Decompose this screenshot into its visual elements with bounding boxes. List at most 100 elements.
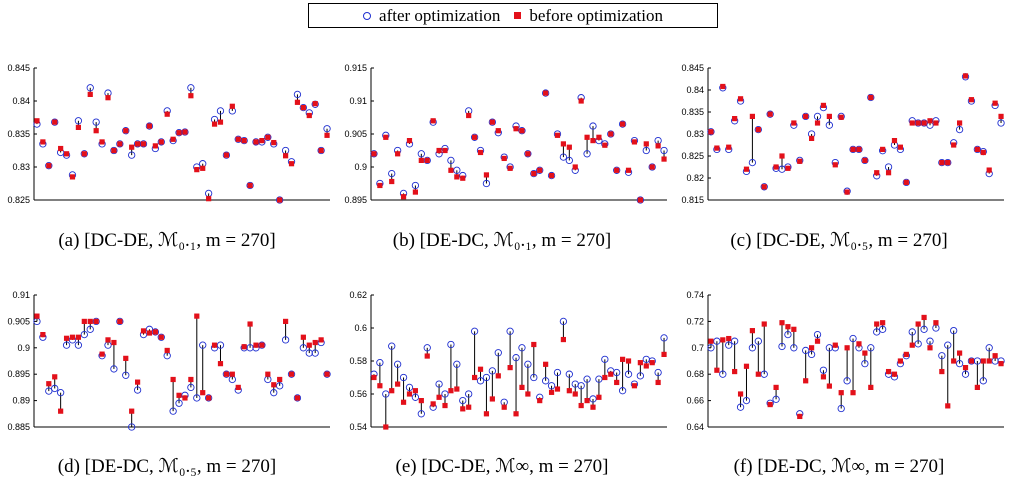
before-point [318, 147, 324, 154]
before-point [625, 167, 632, 173]
after-point [583, 150, 591, 158]
legend: after optimization before optimization [308, 3, 718, 28]
before-point [52, 119, 58, 125]
before-point [75, 334, 81, 340]
before-point [206, 395, 212, 401]
y-tick-label: 0.905 [344, 129, 367, 139]
after-point [86, 84, 94, 92]
after-point [187, 383, 195, 392]
after-point [56, 389, 65, 397]
legend-before: before optimization [514, 6, 663, 26]
before-point [300, 105, 306, 111]
before-point [436, 394, 442, 400]
y-tick-label: 0.835 [7, 129, 30, 139]
after-point [565, 156, 573, 165]
before-point [761, 321, 767, 327]
before-point [566, 388, 572, 394]
y-tick-label: 0.7 [691, 343, 704, 353]
before-point [548, 172, 555, 179]
before-point [631, 139, 638, 145]
before-point [294, 99, 301, 105]
before-point [501, 155, 507, 162]
before-point [809, 135, 815, 141]
before-point [832, 162, 838, 168]
before-point [560, 141, 566, 147]
after-point [305, 349, 313, 357]
before-point [791, 120, 797, 126]
after-point [559, 317, 568, 326]
before-point [962, 365, 969, 371]
before-point [832, 342, 838, 348]
after-point [45, 387, 53, 395]
before-point [525, 151, 531, 157]
before-point [543, 90, 549, 96]
after-point [613, 166, 621, 174]
after-point [157, 138, 165, 146]
after-point [133, 386, 142, 394]
after-point [293, 90, 302, 99]
before-point [992, 100, 998, 106]
before-point [957, 350, 963, 356]
before-point [135, 379, 141, 385]
before-point [732, 368, 738, 375]
before-point [111, 147, 117, 154]
before-point [874, 321, 880, 327]
after-point [216, 107, 225, 115]
after-point [405, 383, 414, 392]
before-point [927, 118, 933, 124]
y-tick-label: 0.74 [686, 290, 704, 300]
after-point [861, 156, 869, 165]
after-point [139, 140, 148, 148]
before-point [513, 411, 519, 417]
before-point [507, 165, 513, 171]
after-point [713, 337, 721, 345]
after-point [175, 399, 183, 407]
after-point [157, 333, 165, 341]
before-point [63, 335, 70, 341]
before-point [903, 351, 909, 357]
after-point [518, 344, 526, 352]
before-point [525, 391, 531, 397]
after-point [181, 128, 189, 136]
before-point [312, 339, 318, 346]
after-point [423, 344, 431, 352]
y-tick-label: 0.895 [344, 195, 367, 205]
before-point [40, 139, 46, 145]
after-point [145, 122, 154, 130]
before-point [537, 398, 543, 404]
before-point [749, 328, 755, 334]
caption-b: (b) [DE-DC, ℳ₀.₁, m = 270] [392, 230, 612, 251]
before-point [655, 143, 661, 149]
before-point [755, 371, 761, 377]
before-point [253, 342, 259, 348]
before-point [625, 358, 632, 364]
y-tick-label: 0.825 [7, 195, 30, 205]
before-point [377, 182, 383, 189]
before-point [885, 368, 892, 375]
before-point [283, 153, 289, 159]
before-point [862, 350, 868, 356]
y-tick-label: 0.89 [12, 396, 30, 406]
after-point [843, 377, 851, 385]
before-point [531, 171, 537, 177]
after-point [979, 377, 987, 385]
before-point [649, 360, 655, 366]
after-point [193, 394, 201, 402]
after-point [973, 357, 982, 365]
before-point [152, 143, 158, 149]
before-point [324, 132, 330, 138]
before-point [590, 138, 596, 144]
y-tick-label: 0.83 [12, 162, 30, 172]
before-point [472, 374, 478, 381]
before-point [294, 395, 301, 401]
before-point [554, 386, 561, 392]
before-point [767, 111, 773, 117]
before-point [856, 146, 862, 152]
before-point [708, 129, 714, 135]
before-point [200, 390, 206, 396]
before-point [454, 386, 460, 392]
after-point [133, 140, 142, 148]
after-point [813, 112, 822, 121]
before-point [265, 371, 271, 377]
after-point [518, 127, 526, 135]
